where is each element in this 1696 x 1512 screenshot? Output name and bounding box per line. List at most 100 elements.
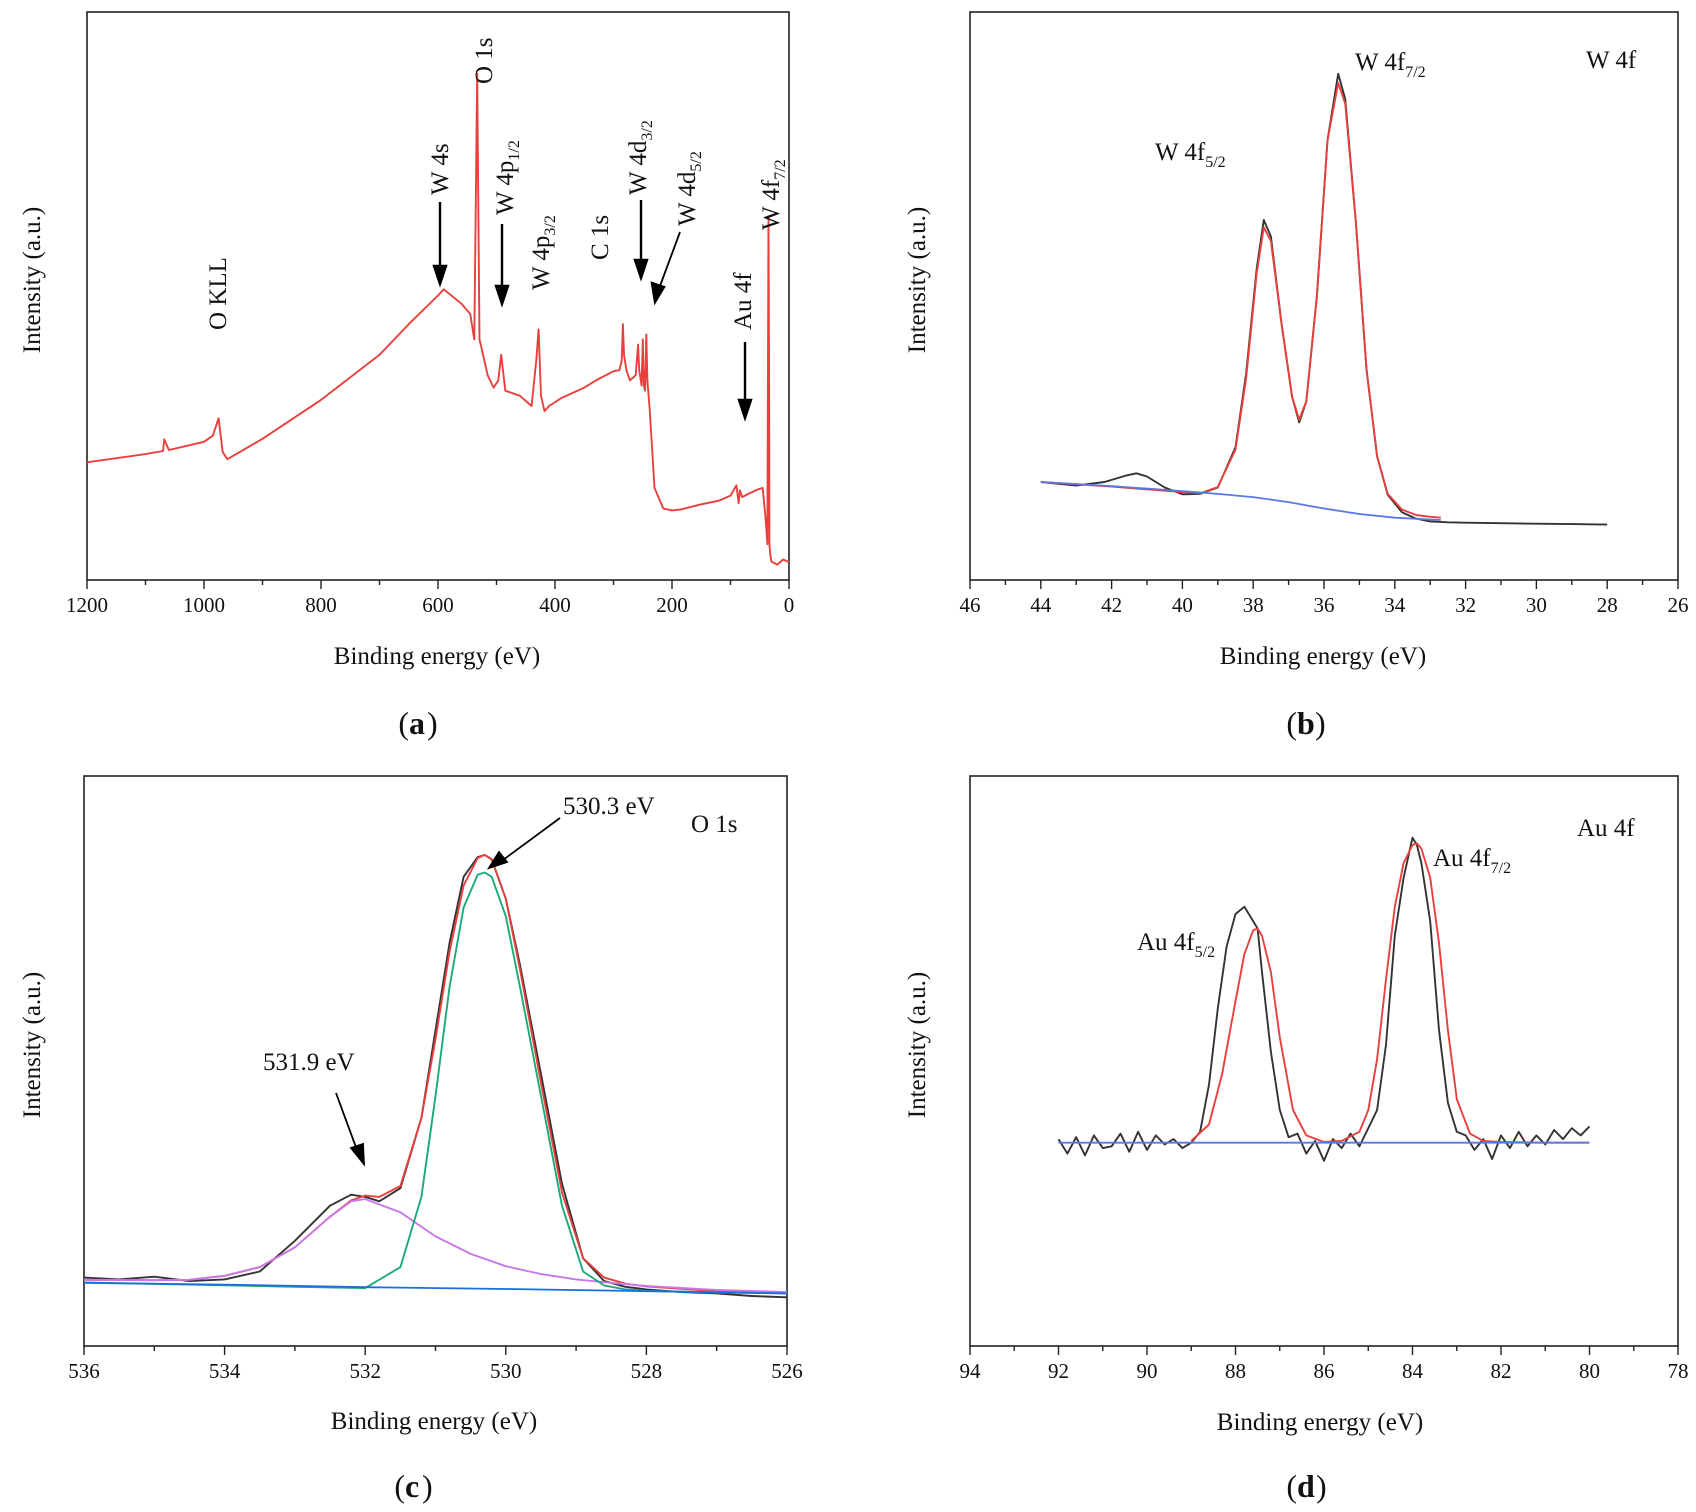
panel-d-inset-label: Au 4f — [1577, 815, 1635, 842]
arrow-530-3 — [502, 817, 561, 861]
panel-b-xtick-label: 44 — [1030, 593, 1052, 617]
panel-c-xlabel: Binding energy (eV) — [331, 1408, 537, 1435]
panel-d-xtick-label: 94 — [960, 1359, 982, 1383]
annotation-c-1s: C 1s — [587, 215, 614, 260]
panel-a-annotations: O KLL W 4s O 1s W 4p1/2 W 4p3/2 C 1s W 4… — [205, 37, 789, 422]
panel-d-xtick-label: 80 — [1579, 1359, 1600, 1383]
panel-c-xtick-label: 532 — [349, 1359, 381, 1383]
annotation-au-4f72-main: Au 4f — [1433, 845, 1491, 872]
panel-a-label-close: ) — [427, 705, 438, 741]
panel-c-xtick-label: 526 — [771, 1359, 803, 1383]
panel-c-inset-label: O 1s — [691, 811, 738, 838]
panel-a-xtick-label: 200 — [656, 593, 688, 617]
annotation-w-4s: W 4s — [427, 143, 454, 195]
arrow-w-4p12-head — [494, 284, 510, 308]
annotation-au-4f52-main: Au 4f — [1137, 929, 1195, 956]
annotation-w-4d52-sub: 5/2 — [688, 151, 705, 171]
panel-b-label-letter: b — [1297, 705, 1315, 741]
panel-c-series-background-4 — [83, 1282, 788, 1295]
arrow-au-4f-head — [737, 398, 753, 422]
annotation-au-4f72: Au 4f7/2 — [1433, 845, 1511, 877]
panel-a-label-letter: a — [409, 705, 425, 741]
panel-d-xtick-label: 78 — [1668, 1359, 1689, 1383]
panel-d-series-measured-0 — [1057, 836, 1591, 1162]
panel-d-xtick-label: 84 — [1402, 1359, 1424, 1383]
panel-b-xtick-label: 30 — [1526, 593, 1547, 617]
panel-a-label-open: ( — [398, 705, 409, 741]
annotation-au-4f72-sub: 7/2 — [1491, 860, 1511, 877]
annotation-w-4f52: W 4f5/2 — [1155, 139, 1226, 171]
panel-b-series-measured-0 — [1040, 72, 1608, 526]
panel-a: 1200 1000 800 600 400 200 0 Binding energy (eV… — [19, 11, 794, 741]
arrow-531-9-head — [349, 1142, 366, 1167]
annotation-w-4f72-b-main: W 4f — [1355, 49, 1406, 76]
panel-b-label-close: ) — [1315, 705, 1326, 741]
panel-c-xtick-label: 534 — [209, 1359, 241, 1383]
panel-a-xtick-label: 400 — [539, 593, 571, 617]
arrow-530-3-head — [486, 850, 509, 870]
panel-b-series-background-2 — [1040, 481, 1441, 521]
annotation-w-4f72: W 4f7/2 — [758, 159, 789, 230]
panel-b: 46 44 42 40 38 36 34 32 30 28 26 Binding energy (e… — [904, 11, 1689, 741]
panel-b-xtick-label: 40 — [1172, 593, 1193, 617]
annotation-w-4d32-sub: 3/2 — [639, 120, 656, 140]
panel-c-xtick-label: 528 — [631, 1359, 663, 1383]
panel-d-xtick-label: 90 — [1137, 1359, 1158, 1383]
annotation-w-4p32: W 4p3/2 — [528, 215, 559, 290]
arrow-w-4d52-head — [650, 281, 666, 306]
panel-c-ylabel: Intensity (a.u.) — [19, 972, 46, 1118]
arrow-w-4d52 — [659, 231, 681, 287]
annotation-w-4f52-main: W 4f — [1155, 139, 1206, 166]
annotation-w-4p32-main: W 4p — [528, 236, 555, 290]
annotation-w-4f72-sub: 7/2 — [772, 159, 789, 179]
panel-d-ylabel: Intensity (a.u.) — [904, 972, 931, 1118]
panel-b-series-fit-1 — [1040, 82, 1441, 519]
annotation-au-4f52-sub: 5/2 — [1195, 944, 1215, 961]
annotation-au-4f52: Au 4f5/2 — [1137, 929, 1215, 961]
panel-c-marks: 536 534 532 530 528 526 — [68, 775, 803, 1383]
annotation-w-4p12-sub: 1/2 — [506, 140, 523, 160]
panel-a-xlabel: Binding energy (eV) — [334, 643, 540, 670]
panel-d-xtick-label: 92 — [1048, 1359, 1069, 1383]
arrow-w-4s-head — [432, 264, 448, 288]
panel-b-inset-label: W 4f — [1586, 47, 1637, 74]
annotation-o-1s: O 1s — [471, 37, 498, 84]
annotation-w-4f72-b-sub: 7/2 — [1405, 64, 1425, 81]
annotation-530-3: 530.3 eV — [563, 793, 655, 820]
panel-c-frame — [83, 775, 788, 1347]
panel-b-xtick-label: 34 — [1384, 593, 1406, 617]
panel-a-xtick-label: 1000 — [183, 593, 225, 617]
panel-b-xtick-label: 36 — [1314, 593, 1335, 617]
panel-a-series-line-0 — [86, 72, 790, 566]
panel-d-label-open: ( — [1286, 1468, 1297, 1504]
panel-d-xtick-label: 86 — [1314, 1359, 1335, 1383]
annotation-w-4f72-b: W 4f7/2 — [1355, 49, 1426, 81]
annotation-au-4f: Au 4f — [730, 272, 757, 330]
panel-c-xtick-label: 536 — [68, 1359, 100, 1383]
arrow-w-4d32-head — [633, 258, 649, 282]
annotation-w-4p12: W 4p1/2 — [492, 140, 523, 215]
panel-c-series-component-3 — [83, 871, 788, 1295]
panel-d-label-close: ) — [1316, 1468, 1327, 1504]
annotation-w-4d32: W 4d3/2 — [625, 120, 656, 195]
panel-b-xtick-label: 26 — [1668, 593, 1689, 617]
panel-b-label-open: ( — [1286, 705, 1297, 741]
annotation-w-4d52-main: W 4d — [674, 171, 701, 226]
panel-b-xtick-label: 42 — [1101, 593, 1122, 617]
panel-c-series-fit-1 — [83, 853, 788, 1295]
panel-c-series-measured-0 — [83, 853, 788, 1299]
panel-b-marks: 46 44 42 40 38 36 34 32 30 28 26 — [960, 11, 1689, 617]
panel-d-label-letter: d — [1297, 1468, 1315, 1504]
panel-c-label-open: ( — [394, 1468, 405, 1504]
panel-c-series-component-2 — [83, 1198, 788, 1294]
panel-b-xtick-label: 32 — [1455, 593, 1476, 617]
panel-b-xtick-label: 28 — [1597, 593, 1618, 617]
panel-a-marks: 1200 1000 800 600 400 200 0 — [66, 11, 794, 617]
annotation-w-4p32-sub: 3/2 — [542, 215, 559, 235]
annotation-w-4f52-sub: 5/2 — [1205, 154, 1225, 171]
annotation-w-4d32-main: W 4d — [625, 140, 652, 195]
panel-a-xtick-label: 1200 — [66, 593, 108, 617]
panel-d-marks: 94 92 90 88 86 84 82 80 78 — [960, 775, 1689, 1383]
panel-a-xtick-label: 600 — [422, 593, 454, 617]
